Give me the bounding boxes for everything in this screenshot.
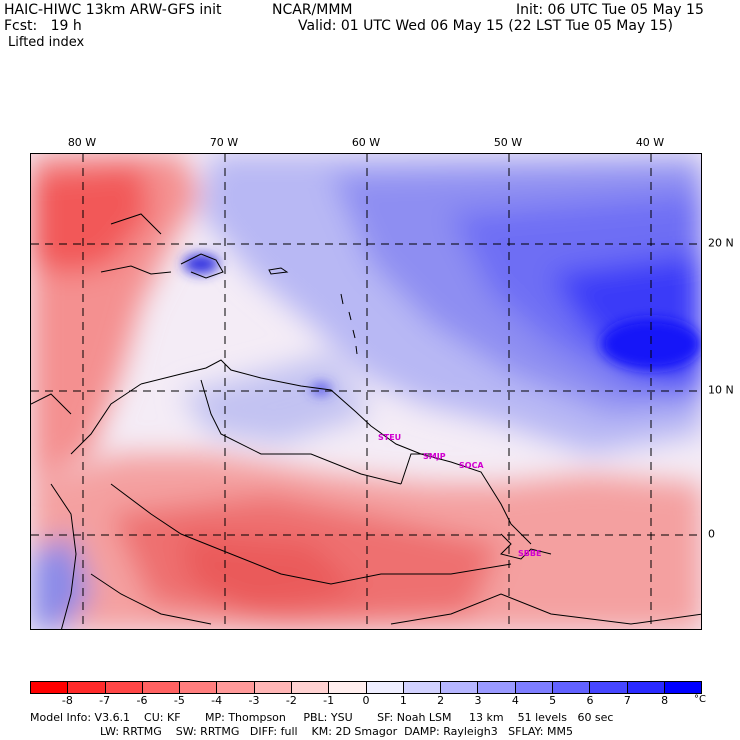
field-name: Lifted index	[8, 35, 85, 50]
colorbar-swatch	[329, 682, 367, 693]
station-label-steu: STEU	[378, 433, 402, 442]
forecast-hour: Fcst: 19 h	[4, 18, 82, 34]
colorbar-swatch	[664, 682, 702, 693]
colorbar-tick-label: -5	[173, 694, 185, 707]
colorbar-tick-label: 7	[623, 694, 631, 707]
model-info-line1: Model Info: V3.6.1 CU: KF MP: Thompson P…	[30, 711, 614, 724]
lon-label-50w: 50 W	[493, 136, 523, 149]
colorbar-tick-label: -2	[285, 694, 297, 707]
lon-label-70w: 70 W	[209, 136, 239, 149]
colorbar-swatch	[217, 682, 255, 693]
colorbar-tick-label: 5	[549, 694, 557, 707]
colorbar	[30, 681, 702, 694]
colorbar-swatch	[142, 682, 181, 693]
model-info-line2: LW: RRTMG SW: RRTMG DIFF: full KM: 2D Sm…	[100, 725, 573, 738]
station-label-sbbe: SBBE	[518, 549, 542, 558]
colorbar-tick-label: 8	[661, 694, 669, 707]
colorbar-tick-label: -3	[248, 694, 260, 707]
colorbar-tick-label: -4	[211, 694, 223, 707]
lon-label-60w: 60 W	[351, 136, 381, 149]
colorbar-swatch	[68, 682, 106, 693]
colorbar-tick-label: 3	[474, 694, 482, 707]
colorbar-ticks: -8 -7 -6 -5 -4 -3 -2 -1 0 1 2 3 4 5 6 7 8	[30, 694, 702, 708]
colorbar-swatch	[254, 682, 292, 693]
coastlines	[31, 213, 701, 629]
grid-lines	[31, 154, 701, 629]
colorbar-swatch	[441, 682, 479, 693]
colorbar-tick-label: 6	[586, 694, 594, 707]
org-label: NCAR/MMM	[272, 2, 353, 18]
colorbar-swatch	[552, 682, 591, 693]
colorbar-swatch	[291, 682, 330, 693]
colorbar-swatch	[366, 682, 404, 693]
lifted-index-map	[31, 154, 701, 629]
lat-label-0: 0	[708, 527, 715, 541]
colorbar-tick-label: -7	[99, 694, 111, 707]
colorbar-swatch	[105, 682, 143, 693]
colorbar-unit: °C	[694, 694, 706, 705]
model-title: HAIC-HIWC 13km ARW-GFS init	[4, 2, 222, 18]
colorbar-swatch	[627, 682, 665, 693]
lon-label-80w: 80 W	[67, 136, 97, 149]
colorbar-tick-label: 2	[437, 694, 445, 707]
colorbar-tick-label: 4	[511, 694, 519, 707]
colorbar-swatch	[478, 682, 516, 693]
station-label-smjp: SMJP	[423, 452, 446, 461]
map-panel	[30, 153, 702, 630]
lat-label-10n: 10 N	[708, 383, 734, 397]
colorbar-tick-label: 0	[362, 694, 370, 707]
colorbar-tick-label: -8	[61, 694, 73, 707]
colorbar-tick-label: -1	[323, 694, 335, 707]
colorbar-tick-label: 1	[399, 694, 407, 707]
valid-time: Valid: 01 UTC Wed 06 May 15 (22 LST Tue …	[298, 18, 673, 34]
lat-label-20n: 20 N	[708, 236, 734, 250]
colorbar-swatch	[515, 682, 553, 693]
lon-label-40w: 40 W	[635, 136, 665, 149]
colorbar-swatch	[403, 682, 442, 693]
colorbar-swatch	[31, 682, 69, 693]
colorbar-tick-label: -6	[136, 694, 148, 707]
init-time: Init: 06 UTC Tue 05 May 15	[516, 2, 704, 18]
colorbar-swatch	[180, 682, 218, 693]
colorbar-swatch	[590, 682, 628, 693]
station-label-soca: SOCA	[459, 461, 484, 470]
